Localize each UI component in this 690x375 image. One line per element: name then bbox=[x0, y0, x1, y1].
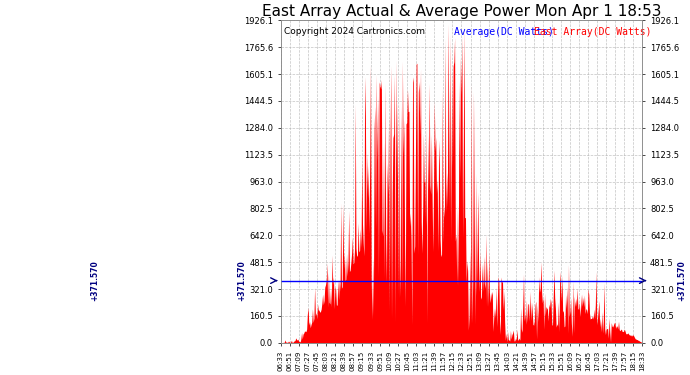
Text: +371.570: +371.570 bbox=[90, 260, 99, 301]
Text: +371.570: +371.570 bbox=[237, 260, 246, 301]
Text: East Array(DC Watts): East Array(DC Watts) bbox=[534, 27, 651, 37]
Text: +371.570: +371.570 bbox=[677, 260, 686, 301]
Text: Copyright 2024 Cartronics.com: Copyright 2024 Cartronics.com bbox=[284, 27, 425, 36]
Title: East Array Actual & Average Power Mon Apr 1 18:53: East Array Actual & Average Power Mon Ap… bbox=[262, 4, 661, 19]
Text: Average(DC Watts): Average(DC Watts) bbox=[454, 27, 554, 37]
